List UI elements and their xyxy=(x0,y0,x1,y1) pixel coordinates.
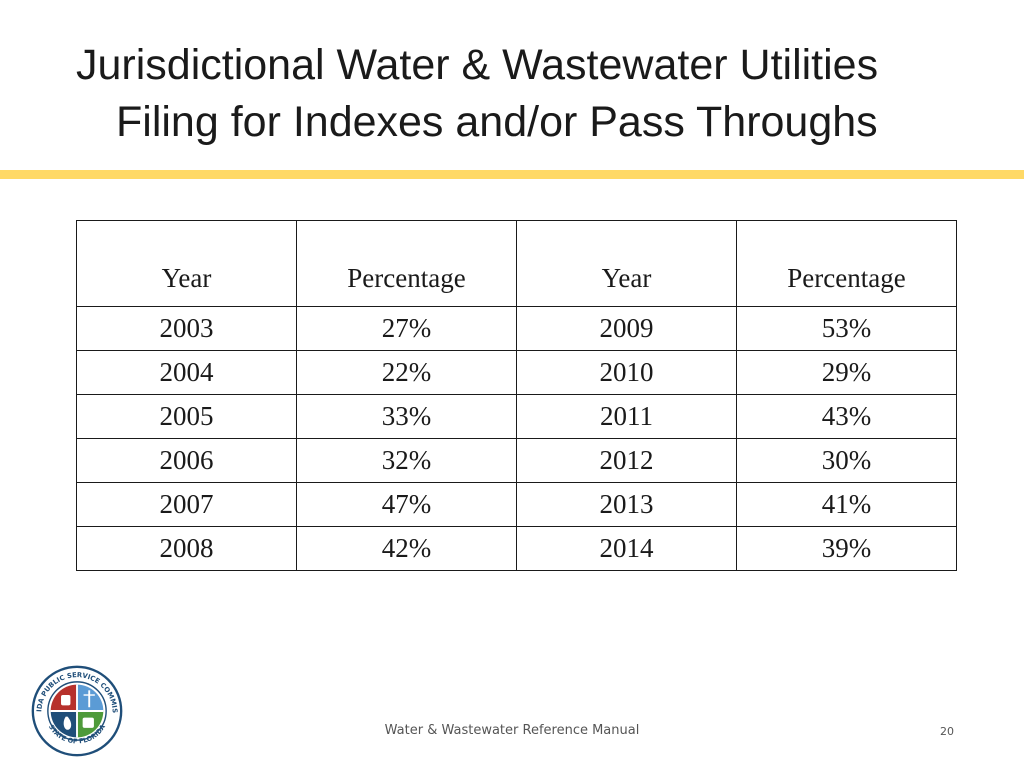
table-row: 2005 33% 2011 43% xyxy=(76,394,957,439)
table-cell: 39% xyxy=(736,526,957,571)
slide-title-line-2: Filing for Indexes and/or Pass Throughs xyxy=(116,98,878,146)
table-cell: 2004 xyxy=(76,350,297,395)
table-cell: 2011 xyxy=(516,394,737,439)
table-cell: 2014 xyxy=(516,526,737,571)
table-cell: 41% xyxy=(736,482,957,527)
header-year-left: Year xyxy=(76,220,297,307)
table-row: 2004 22% 2010 29% xyxy=(76,350,957,395)
table-cell: 32% xyxy=(296,438,517,483)
filing-percentage-table: Year Percentage Year Percentage 2003 27%… xyxy=(76,220,957,571)
header-year-right: Year xyxy=(516,220,737,307)
table-row: 2003 27% 2009 53% xyxy=(76,306,957,351)
table-cell: 2005 xyxy=(76,394,297,439)
slide-title-line-1: Jurisdictional Water & Wastewater Utilit… xyxy=(76,41,879,89)
table-cell: 29% xyxy=(736,350,957,395)
table-header-row: Year Percentage Year Percentage xyxy=(76,220,957,307)
table-cell: 2008 xyxy=(76,526,297,571)
florida-psc-seal-icon: FLORIDA PUBLIC SERVICE COMMISSION STATE … xyxy=(30,664,123,757)
table-cell: 2010 xyxy=(516,350,737,395)
table-cell: 2009 xyxy=(516,306,737,351)
table-cell: 2012 xyxy=(516,438,737,483)
header-percentage-left: Percentage xyxy=(296,220,517,307)
table-cell: 2003 xyxy=(76,306,297,351)
page-number: 20 xyxy=(940,725,954,738)
table-cell: 22% xyxy=(296,350,517,395)
table-cell: 30% xyxy=(736,438,957,483)
table-cell: 42% xyxy=(296,526,517,571)
table-cell: 33% xyxy=(296,394,517,439)
table-cell: 2007 xyxy=(76,482,297,527)
table-cell: 47% xyxy=(296,482,517,527)
footer-title: Water & Wastewater Reference Manual xyxy=(384,723,640,738)
table-row: 2008 42% 2014 39% xyxy=(76,526,957,571)
table-cell: 27% xyxy=(296,306,517,351)
table-cell: 2006 xyxy=(76,438,297,483)
table-row: 2007 47% 2013 41% xyxy=(76,482,957,527)
header-percentage-right: Percentage xyxy=(736,220,957,307)
title-accent-rule xyxy=(0,170,1024,179)
table-row: 2006 32% 2012 30% xyxy=(76,438,957,483)
table-cell: 2013 xyxy=(516,482,737,527)
table-cell: 43% xyxy=(736,394,957,439)
table-cell: 53% xyxy=(736,306,957,351)
